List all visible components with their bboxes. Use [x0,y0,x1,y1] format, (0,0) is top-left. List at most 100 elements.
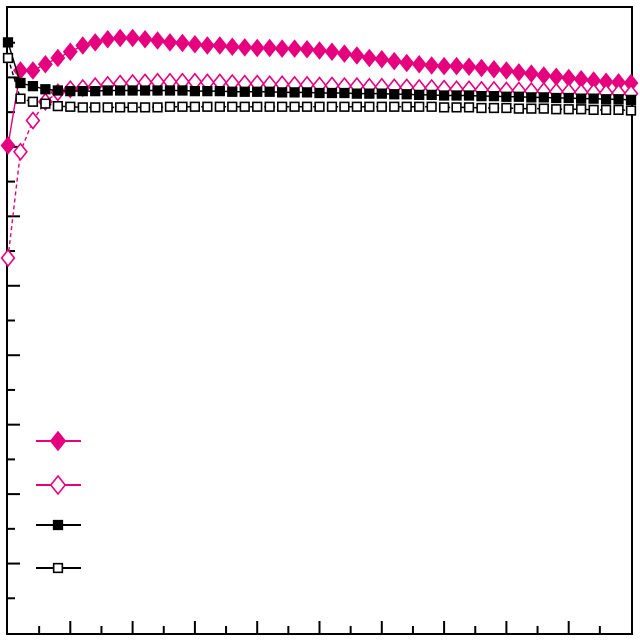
data-point [326,87,338,99]
data-point [287,39,303,58]
data-point [576,93,587,104]
data-point [414,89,425,101]
data-point [62,42,78,62]
data-point [75,36,91,55]
data-point [276,87,288,98]
data-point [386,51,402,71]
data-point [15,77,26,89]
data-point [102,85,113,96]
data-point [237,38,253,57]
data-point [538,92,549,103]
data-point [25,111,41,130]
data-point [27,96,39,107]
data-point [501,91,512,102]
data-point [27,80,39,92]
data-point [488,102,500,114]
legend [36,430,81,574]
data-point [501,102,512,114]
data-point [65,101,76,112]
axis-ticks [8,41,601,633]
data-point [115,85,126,96]
data-point [90,85,101,97]
data-point [239,101,250,112]
data-point [214,101,225,112]
data-point [0,248,16,268]
data-point [451,90,462,101]
data-point [90,102,101,113]
data-point [164,101,176,112]
legend-marker-2 [49,474,67,496]
data-point [339,101,350,112]
data-point [486,59,502,79]
data-point [274,39,290,58]
data-point [436,56,452,76]
data-point [40,84,51,95]
data-point [52,100,63,112]
data-point [438,102,450,113]
data-point [177,85,188,96]
data-point [15,93,26,104]
data-point [389,101,400,112]
data-point [162,33,178,52]
data-point [551,92,562,104]
data-point [364,88,375,99]
data-point [252,101,263,112]
data-point [224,37,240,57]
data-point [77,85,88,97]
data-point [2,37,14,48]
data-point [424,56,440,75]
data-point [613,94,624,105]
data-point [227,101,238,112]
data-point [127,102,138,113]
data-point [202,101,213,112]
data-point [488,90,500,102]
data-point [52,85,63,96]
data-point [214,85,225,97]
legend-marker-3 [52,519,64,531]
data-point [249,38,265,58]
data-point [625,105,637,116]
data-point [349,46,365,65]
data-point [177,101,188,112]
data-point [189,101,201,112]
data-point [264,101,275,112]
data-point [361,48,377,68]
data-point [276,101,288,112]
data-point [314,101,325,112]
data-point [463,90,475,101]
data-point [476,90,487,102]
data-point [449,56,464,76]
data-point [125,28,141,48]
series-4 [2,52,637,116]
data-point [551,104,562,115]
data-point [563,104,574,115]
data-point [498,61,514,80]
data-point [0,136,16,155]
data-point [175,33,190,53]
data-point [563,92,574,104]
data-point [451,102,462,113]
data-point [102,102,113,113]
data-point [613,104,624,116]
data-point [100,29,116,49]
data-point [199,36,215,55]
data-point [152,102,163,113]
data-point [50,48,66,68]
data-point [336,44,352,63]
data-point [115,102,126,113]
data-point [463,102,475,113]
data-point [461,57,477,77]
data-point [150,31,165,50]
data-point [399,53,415,73]
data-point [202,85,213,97]
data-point [187,34,203,54]
data-point [426,101,437,112]
data-point [212,36,228,55]
data-point [374,49,390,69]
data-point [77,102,88,113]
data-point [137,29,153,49]
data-point [87,33,103,52]
data-point [438,90,450,101]
data-point [576,104,587,115]
data-point [301,87,313,98]
